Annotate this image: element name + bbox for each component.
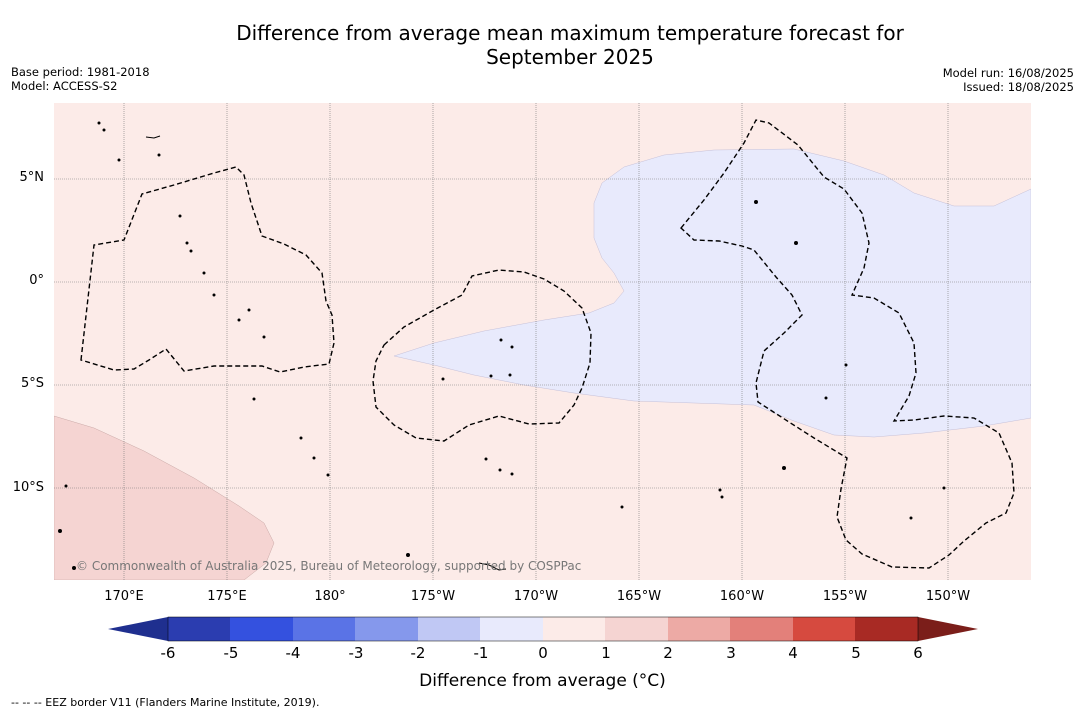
lat-label-10s: 10°S (12, 480, 44, 495)
colorbar-tick: 4 (788, 644, 798, 662)
colorbar-bin (168, 617, 230, 641)
map-svg (54, 103, 1031, 580)
eez-phoenix (372, 269, 592, 442)
colorbar-tick: -5 (223, 644, 239, 662)
lon-label-165w: 165°W (616, 589, 662, 604)
colorbar-bin (293, 617, 355, 641)
colorbar-tick: -1 (473, 644, 489, 662)
colorbar-bin (855, 617, 918, 641)
eez-kiribati-gilbert (80, 166, 335, 373)
colorbar-bin (543, 617, 605, 641)
eez-line-islands (680, 119, 1015, 569)
islands (58, 121, 946, 571)
colorbar-bin (605, 617, 668, 641)
title-line-1: Difference from average mean maximum tem… (236, 21, 904, 45)
map-panel[interactable] (54, 103, 1031, 580)
lon-label-150w: 150°W (925, 589, 971, 604)
cool-anomaly-region (393, 148, 1031, 438)
warm-anomaly-region (54, 415, 275, 580)
colorbar-bin (480, 617, 543, 641)
lon-label-175e: 175°E (207, 589, 247, 604)
title-line-2: September 2025 (486, 45, 654, 69)
colorbar-extend-low (108, 617, 168, 641)
colorbar-label: Difference from average (°C) (419, 671, 666, 691)
base-period: Base period: 1981-2018 (11, 65, 150, 79)
colorbar (108, 616, 978, 642)
lon-label-170e: 170°E (104, 589, 144, 604)
colorbar-tick: 3 (726, 644, 736, 662)
lon-label-160w: 160°W (719, 589, 765, 604)
colorbar-bin (355, 617, 418, 641)
eez-legend-note: -- -- -- EEZ border V11 (Flanders Marine… (11, 696, 320, 709)
lat-label-5n: 5°N (19, 170, 45, 185)
lat-label-0: 0° (29, 273, 44, 288)
colorbar-tick: 0 (538, 644, 548, 662)
lon-label-155w: 155°W (822, 589, 868, 604)
lat-label-5s: 5°S (20, 376, 44, 391)
model-run: Model run: 16/08/2025 (942, 66, 1074, 80)
issued-date: Issued: 18/08/2025 (963, 80, 1074, 94)
colorbar-tick: -6 (160, 644, 176, 662)
colorbar-bin (793, 617, 855, 641)
colorbar-tick: 1 (601, 644, 611, 662)
graticule (54, 103, 1031, 580)
colorbar-bin (668, 617, 730, 641)
chart-title: Difference from average mean maximum tem… (0, 21, 1085, 69)
model-name: Model: ACCESS-S2 (11, 79, 118, 93)
colorbar-tick: -4 (285, 644, 301, 662)
lon-label-175w: 175°W (410, 589, 456, 604)
colorbar-tick: 5 (851, 644, 861, 662)
lon-label-170w: 170°W (513, 589, 559, 604)
lon-label-180: 180° (314, 589, 346, 604)
colorbar-tick: -2 (410, 644, 426, 662)
meta-left: Base period: 1981-2018 Model: ACCESS-S2 (11, 65, 150, 93)
meta-right: Model run: 16/08/2025 Issued: 18/08/2025 (943, 66, 1074, 94)
colorbar-tick: -3 (348, 644, 364, 662)
colorbar-tick: 2 (663, 644, 673, 662)
eez-borders (80, 119, 1015, 569)
colorbar-bin (418, 617, 480, 641)
colorbar-bin (730, 617, 793, 641)
copyright-notice: © Commonwealth of Australia 2025, Bureau… (76, 559, 582, 573)
colorbar-tick: 6 (913, 644, 923, 662)
colorbar-extend-high (918, 617, 978, 641)
colorbar-bin (230, 617, 293, 641)
